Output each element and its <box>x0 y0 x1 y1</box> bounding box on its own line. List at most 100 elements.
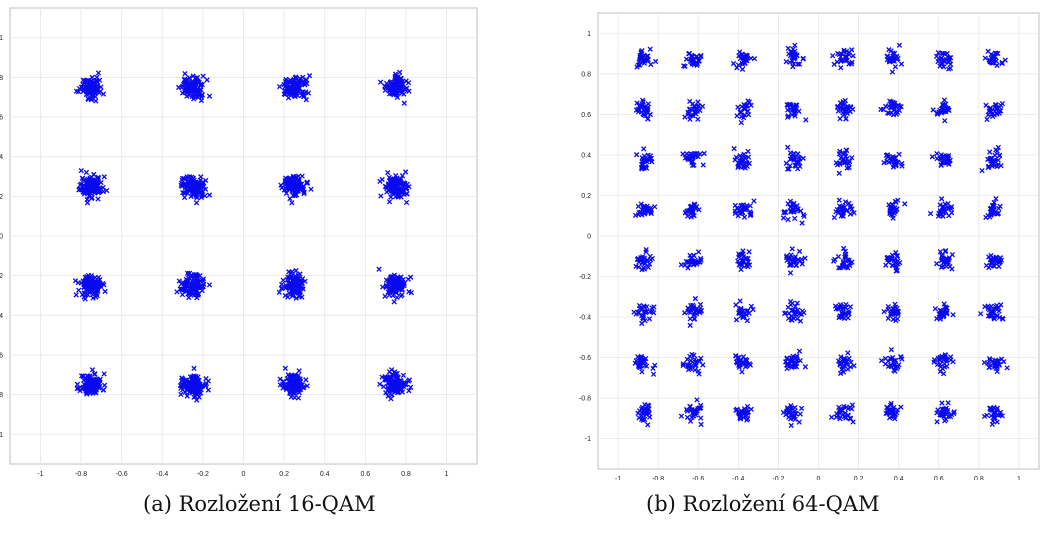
data-point-marker <box>200 179 206 185</box>
data-point-marker <box>283 186 290 192</box>
data-point-marker <box>886 159 892 166</box>
data-point-marker <box>790 307 796 313</box>
data-point-marker <box>780 215 787 221</box>
data-point-marker <box>397 176 404 182</box>
data-point-marker <box>383 390 389 396</box>
data-point-marker <box>306 73 313 79</box>
data-point-marker <box>736 410 742 416</box>
data-point-marker <box>998 356 1005 362</box>
data-point-marker <box>730 60 737 67</box>
scatter-plot-64qam: -1 -0.8 -0.6 -0.4 -0.2 0 0.2 0.4 0.6 0.8 1 1 0.8 0.6 0… <box>579 12 1040 480</box>
data-point-marker <box>740 313 746 320</box>
data-point-marker <box>292 283 298 290</box>
data-point-marker <box>892 411 898 417</box>
data-point-marker <box>994 211 1001 217</box>
data-point-marker <box>76 385 82 391</box>
data-point-marker <box>834 59 840 65</box>
data-point-marker <box>992 364 998 370</box>
data-point-marker <box>394 294 400 301</box>
data-point-marker <box>899 160 905 167</box>
data-point-marker <box>831 214 837 221</box>
data-point-marker <box>938 162 944 169</box>
data-point-marker <box>940 50 946 57</box>
data-point-marker <box>851 210 857 216</box>
data-point-marker <box>748 55 754 61</box>
data-point-marker <box>946 57 953 63</box>
data-point-marker <box>399 81 406 87</box>
data-point-marker <box>802 255 808 261</box>
data-point-marker <box>733 154 739 160</box>
data-point-marker <box>190 73 196 79</box>
data-point-marker <box>688 357 694 364</box>
data-point-marker <box>950 312 956 318</box>
data-point-marker <box>400 372 407 379</box>
data-point-marker <box>397 75 404 82</box>
data-point-marker <box>927 210 934 217</box>
data-point-marker <box>698 402 704 409</box>
data-point-marker <box>792 215 798 222</box>
data-point-marker <box>1004 365 1010 371</box>
data-point-marker <box>988 406 995 412</box>
data-point-marker <box>929 154 936 160</box>
data-point-marker <box>687 156 693 163</box>
data-point-marker <box>844 165 850 171</box>
x-tick-label: -0.6 <box>116 471 128 478</box>
data-point-marker <box>996 308 1002 314</box>
data-point-marker <box>694 305 700 312</box>
data-point-marker <box>701 150 707 157</box>
data-point-marker <box>638 412 645 419</box>
data-point-marker <box>286 88 292 94</box>
data-point-marker <box>294 86 300 93</box>
data-point-marker <box>398 283 404 289</box>
data-point-marker <box>96 282 102 289</box>
data-point-marker <box>844 156 850 162</box>
data-point-marker <box>735 163 742 169</box>
data-point-marker <box>890 212 896 219</box>
data-point-marker <box>934 315 940 322</box>
data-point-marker <box>680 151 686 157</box>
data-point-marker <box>695 99 701 105</box>
data-point-marker <box>88 79 94 86</box>
data-point-marker <box>186 289 193 296</box>
data-point-marker <box>895 55 901 62</box>
data-point-marker <box>76 287 82 293</box>
data-point-marker <box>401 100 407 106</box>
data-point-marker <box>382 183 389 190</box>
data-point-marker <box>102 288 108 295</box>
data-point-marker <box>636 264 642 270</box>
data-point-marker <box>652 204 658 210</box>
data-point-marker <box>698 355 704 361</box>
data-point-marker <box>784 114 791 120</box>
data-point-marker <box>298 181 305 187</box>
data-point-marker <box>384 283 390 289</box>
data-point-marker <box>992 304 999 310</box>
data-point-marker <box>405 378 412 384</box>
data-point-marker <box>278 182 284 188</box>
data-point-marker <box>377 79 384 85</box>
data-point-marker <box>786 414 792 420</box>
data-point-marker <box>286 269 292 275</box>
data-point-marker <box>696 103 702 109</box>
data-point-marker <box>398 293 404 299</box>
data-point-marker <box>684 356 690 363</box>
y-tick-label: 0.4 <box>581 152 591 159</box>
data-point-marker <box>639 404 646 411</box>
data-point-marker <box>745 98 751 104</box>
data-point-marker <box>300 89 306 95</box>
data-point-marker <box>785 45 791 51</box>
data-point-marker <box>206 93 213 99</box>
data-point-marker <box>293 267 299 274</box>
data-point-marker <box>279 281 285 288</box>
data-point-marker <box>632 212 639 219</box>
data-point-marker <box>837 370 844 377</box>
data-point-marker <box>698 415 704 421</box>
y-tick-label: -0.8 <box>0 392 3 399</box>
data-point-marker <box>890 359 896 365</box>
data-point-marker <box>849 155 855 161</box>
data-point-marker <box>389 91 396 97</box>
data-point-marker <box>733 359 740 365</box>
data-point-marker <box>847 211 854 217</box>
data-point-marker <box>745 409 751 415</box>
data-point-marker <box>204 77 210 83</box>
data-point-marker <box>645 116 651 122</box>
